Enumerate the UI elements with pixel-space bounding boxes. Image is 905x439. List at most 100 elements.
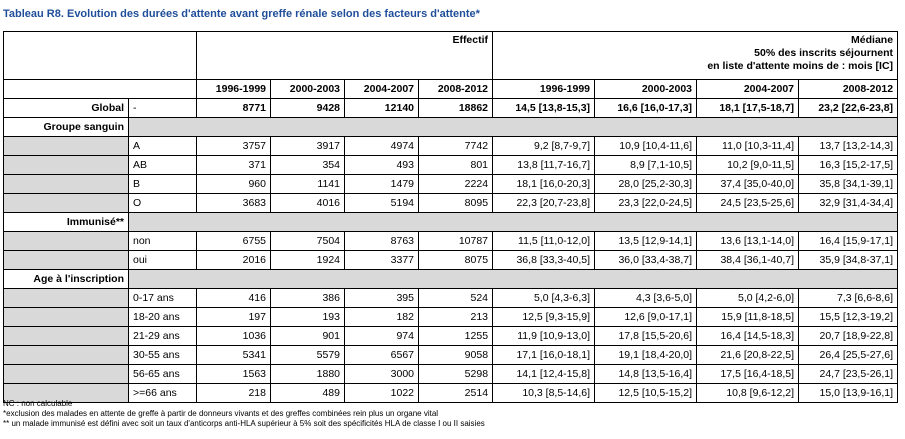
effectif-cell: 901 — [270, 326, 345, 346]
effectif-cell: 8075 — [417, 250, 494, 270]
group-label: Groupe sanguin — [3, 117, 129, 137]
effectif-cell: 1479 — [344, 174, 419, 194]
effectif-cell: 1924 — [270, 250, 345, 270]
table-row: 0-17 ans 416 386 395 524 5,0 [4,3-6,3] 4,3 [3,… — [3, 288, 899, 308]
median-cell: 15,0 [13,9-16,1] — [798, 383, 899, 403]
effectif-cell: 1022 — [344, 383, 419, 403]
effectif-cell: 193 — [270, 307, 345, 327]
effectif-cell: 5194 — [344, 193, 419, 213]
row-label: 56-65 ans — [128, 364, 197, 384]
group-header-fill — [127, 269, 899, 289]
median-cell: 16,4 [15,9-17,1] — [798, 231, 899, 251]
median-cell: 37,4 [35,0-40,0] — [696, 174, 800, 194]
row-label: non — [128, 231, 197, 251]
table-row: 18-20 ans 197 193 182 213 12,5 [9,3-15,9] 12,6… — [3, 307, 899, 327]
median-cell: 36,0 [33,4-38,7] — [594, 250, 698, 270]
median-cell: 26,4 [25,5-27,6] — [798, 345, 899, 365]
median-cell: 15,5 [12,3-19,2] — [798, 307, 899, 327]
global-row: Global - 8771 9428 12140 18862 14,5 [13,… — [3, 98, 899, 118]
row-label: 21-29 ans — [128, 326, 197, 346]
effectif-cell: 2016 — [196, 250, 271, 270]
global-sub-label: - — [128, 98, 197, 118]
table-row: AB 371 354 493 801 13,8 [11,7-16,7] 8,9 [7,1-1… — [3, 155, 899, 175]
effectif-cell: 6755 — [196, 231, 271, 251]
table-body: Effectif Médiane 50% des inscrits séjour… — [3, 31, 899, 403]
data-table: Effectif Médiane 50% des inscrits séjour… — [3, 31, 899, 403]
effectif-cell: 960 — [196, 174, 271, 194]
median-cell: 13,7 [13,2-14,3] — [798, 136, 899, 156]
global-median-cell: 18,1 [17,5-18,7] — [696, 98, 800, 118]
effectif-cell: 3377 — [344, 250, 419, 270]
effectif-cell: 801 — [417, 155, 494, 175]
header-mediane-line: Médiane — [851, 34, 894, 46]
table-row: A 3757 3917 4974 7742 9,2 [8,7-9,7] 10,9 [10,4… — [3, 136, 899, 156]
row-indent-cell — [3, 288, 129, 308]
median-cell: 13,5 [12,9-14,1] — [594, 231, 698, 251]
median-cell: 14,8 [13,5-16,4] — [594, 364, 698, 384]
median-cell: 15,9 [11,8-18,5] — [696, 307, 800, 327]
effectif-cell: 7742 — [417, 136, 494, 156]
effectif-cell: 416 — [196, 288, 271, 308]
median-cell: 36,8 [33,3-40,5] — [492, 250, 596, 270]
median-cell: 17,1 [16,0-18,1] — [492, 345, 596, 365]
effectif-cell: 4016 — [270, 193, 345, 213]
row-indent-cell — [3, 174, 129, 194]
row-label: 30-55 ans — [128, 345, 197, 365]
period-header-effectif: 1996-1999 — [196, 79, 271, 99]
effectif-cell: 3917 — [270, 136, 345, 156]
effectif-cell: 7504 — [270, 231, 345, 251]
header-row-main: Effectif Médiane 50% des inscrits séjour… — [3, 31, 899, 80]
row-indent-cell — [3, 250, 129, 270]
header-mediane: Médiane 50% des inscrits séjournent en l… — [492, 31, 899, 80]
global-label: Global — [3, 98, 129, 118]
effectif-cell: 8763 — [344, 231, 419, 251]
global-effectif-cell: 9428 — [270, 98, 345, 118]
effectif-cell: 354 — [270, 155, 345, 175]
table-title: Tableau R8. Evolution des durées d'atten… — [3, 8, 480, 20]
median-cell: 11,9 [10,9-13,0] — [492, 326, 596, 346]
period-header-effectif: 2008-2012 — [417, 79, 494, 99]
footnote: *exclusion des malades en attente de gre… — [3, 409, 439, 418]
row-label: oui — [128, 250, 197, 270]
median-cell: 5,0 [4,2-6,0] — [696, 288, 800, 308]
median-cell: 24,7 [23,5-26,1] — [798, 364, 899, 384]
table-row: 21-29 ans 1036 901 974 1255 11,9 [10,9-13,0] 1… — [3, 326, 899, 346]
header-row-periods: 1996-1999 2000-2003 2004-2007 2008-2012 … — [3, 79, 899, 99]
median-cell: 22,3 [20,7-23,8] — [492, 193, 596, 213]
median-cell: 17,5 [16,4-18,5] — [696, 364, 800, 384]
effectif-cell: 3683 — [196, 193, 271, 213]
median-cell: 13,6 [13,1-14,0] — [696, 231, 800, 251]
median-cell: 8,9 [7,1-10,5] — [594, 155, 698, 175]
median-cell: 38,4 [36,1-40,7] — [696, 250, 800, 270]
effectif-cell: 386 — [270, 288, 345, 308]
median-cell: 12,5 [9,3-15,9] — [492, 307, 596, 327]
effectif-cell: 395 — [344, 288, 419, 308]
footnote: NC : non calculable — [3, 399, 73, 408]
effectif-cell: 10787 — [417, 231, 494, 251]
effectif-cell: 5341 — [196, 345, 271, 365]
header-empty-cell — [3, 31, 197, 80]
table-row: non 6755 7504 8763 10787 11,5 [11,0-12,0] 13,5… — [3, 231, 899, 251]
effectif-cell: 5579 — [270, 345, 345, 365]
median-cell: 23,3 [22,0-24,5] — [594, 193, 698, 213]
row-indent-cell — [3, 345, 129, 365]
group-label: Age à l'inscription — [3, 269, 129, 289]
table-row: 30-55 ans 5341 5579 6567 9058 17,1 [16,0-18,1… — [3, 345, 899, 365]
global-effectif-cell: 18862 — [417, 98, 494, 118]
group-header-row: Age à l'inscription — [3, 269, 899, 289]
period-header-mediane: 2000-2003 — [594, 79, 698, 99]
median-cell: 5,0 [4,3-6,3] — [492, 288, 596, 308]
median-cell: 10,3 [8,5-14,6] — [492, 383, 596, 403]
period-header-mediane: 2008-2012 — [798, 79, 899, 99]
group-header-row: Groupe sanguin — [3, 117, 899, 137]
median-cell: 20,7 [18,9-22,8] — [798, 326, 899, 346]
effectif-cell: 1880 — [270, 364, 345, 384]
row-label: 18-20 ans — [128, 307, 197, 327]
period-header-mediane: 2004-2007 — [696, 79, 800, 99]
effectif-cell: 1563 — [196, 364, 271, 384]
median-cell: 24,5 [23,5-25,6] — [696, 193, 800, 213]
effectif-cell: 489 — [270, 383, 345, 403]
effectif-cell: 2224 — [417, 174, 494, 194]
median-cell: 7,3 [6,6-8,6] — [798, 288, 899, 308]
effectif-cell: 4974 — [344, 136, 419, 156]
